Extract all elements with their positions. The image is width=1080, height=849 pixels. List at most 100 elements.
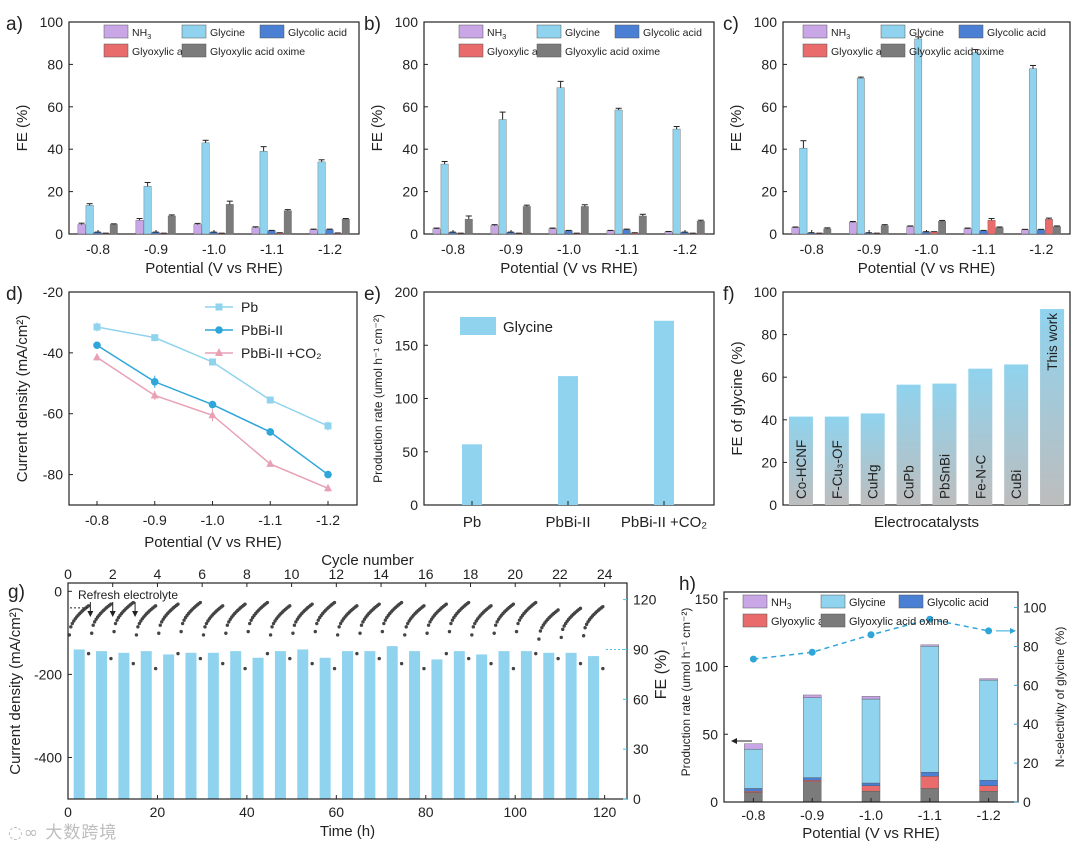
panel-f-label: f) — [723, 284, 735, 305]
x-axis-label: Time (h) — [320, 823, 375, 840]
current-point — [109, 602, 113, 606]
current-point — [115, 618, 119, 622]
current-point — [556, 608, 560, 612]
stack-glycolic — [920, 771, 939, 777]
current-point — [426, 623, 431, 627]
current-point — [493, 623, 498, 627]
x-tick-label: -0.9 — [800, 807, 824, 823]
legend-swatch-glycine — [460, 317, 496, 335]
current-point — [405, 621, 410, 626]
y-axis-label: FE (%) — [14, 105, 31, 152]
current-point — [403, 633, 407, 637]
bar-oxime — [938, 221, 946, 235]
marker-pbbico2 — [324, 483, 332, 492]
marker-pbbi — [266, 428, 275, 436]
current-point — [450, 618, 455, 622]
y2-axis-label: FE (%) — [653, 649, 670, 699]
y-tick-label: 50 — [402, 444, 418, 460]
bar-fe-glycine — [932, 383, 957, 505]
current-outlier — [466, 656, 471, 661]
stack-glycine — [861, 698, 881, 784]
bar-fe — [274, 651, 286, 799]
bar-glycine — [259, 151, 268, 235]
legend-label-nh3: NH3 — [132, 27, 151, 41]
x-tick-label: -0.8 — [741, 807, 765, 823]
current-outlier — [176, 651, 180, 656]
current-outlier — [556, 656, 560, 661]
bar-glycine — [654, 320, 674, 505]
x-tick-label: -1.1 — [918, 807, 942, 823]
bar-nh3 — [490, 225, 499, 235]
current-point — [227, 620, 231, 624]
current-point — [471, 625, 475, 629]
legend-label-glycine: Glycine — [909, 27, 944, 39]
bar-glycolic — [1037, 229, 1045, 235]
bar-fe — [319, 657, 331, 799]
stack-nh3 — [803, 694, 822, 698]
marker-pb — [266, 396, 274, 404]
x-axis-label: Potential (V vs RHE) — [802, 825, 940, 842]
current-point — [335, 633, 340, 637]
current-point — [292, 623, 297, 627]
legend-label-oxime: Glyoxylic acid oxime — [909, 46, 1004, 58]
bar-glycine — [143, 186, 152, 235]
x-tick-label: 100 — [504, 804, 528, 820]
y-axis-label: Current density (mA/cm²) — [7, 607, 24, 775]
y-tick-label: -60 — [43, 406, 63, 422]
legend-label-glycolic: Glycolic acid — [987, 27, 1046, 39]
stack-glyoxylic — [920, 776, 939, 789]
y-tick-label: -40 — [43, 345, 63, 361]
legend-label-oxime: Glyoxylic acid oxime — [849, 616, 949, 628]
current-point — [466, 600, 471, 605]
legend-swatch-glycolic — [958, 24, 984, 39]
stack-glycolic — [979, 780, 998, 786]
x-tick-label: -1.2 — [316, 512, 340, 528]
x-tick-label: -1.1 — [615, 241, 639, 257]
bar-fe-glycine — [1004, 364, 1029, 505]
y-tick-label: 20 — [47, 184, 63, 200]
bar-label: CuPb — [902, 465, 917, 499]
stack-nh3 — [861, 696, 881, 700]
top-tick-label: 2 — [109, 566, 117, 582]
bar-oxime — [638, 215, 647, 235]
current-point — [404, 625, 408, 629]
bar-fe — [163, 654, 175, 799]
x-tick-label: -0.8 — [85, 512, 109, 528]
current-point — [92, 620, 97, 624]
bar-label: CuBi — [1009, 470, 1024, 499]
x-axis-label: Potential (V vs RHE) — [145, 260, 283, 277]
current-point — [428, 620, 432, 624]
bar-glycine — [558, 376, 578, 505]
current-point — [90, 631, 94, 635]
x-tick-label: -0.9 — [499, 241, 523, 257]
bar-fe — [565, 652, 577, 799]
bar-oxime — [823, 228, 832, 235]
current-point — [581, 634, 586, 638]
legend-label-nh3: NH3 — [487, 27, 506, 41]
legend-marker-pbbi — [215, 326, 223, 334]
current-point — [70, 621, 74, 626]
selectivity-point — [749, 655, 757, 663]
bar-fe-glycine — [896, 384, 921, 505]
y2-tick-label: 20 — [1023, 755, 1039, 771]
bar-nh3 — [135, 220, 144, 235]
x-axis-label: Potential (V vs RHE) — [500, 260, 638, 277]
bar-oxime — [696, 221, 705, 235]
current-point — [137, 621, 142, 626]
legend-label-nh3: NH3 — [831, 27, 850, 41]
marker-pbbico2 — [93, 352, 101, 361]
bar-fe — [118, 652, 130, 799]
y-tick-label: -200 — [34, 666, 62, 682]
y-tick-label: 40 — [761, 141, 777, 157]
current-point — [158, 623, 162, 627]
current-outlier — [288, 656, 292, 661]
x-tick-label: -1.1 — [972, 241, 996, 257]
current-point — [444, 602, 448, 606]
chart-a: 0 20 40 60 80 100 -0.8 -0.9 -1.0 -1.1 -1.2 Potentia… — [14, 14, 360, 277]
bar-glycine — [672, 128, 681, 235]
current-point — [131, 600, 135, 605]
current-point — [310, 602, 314, 606]
legend-label-glyoxylic: Glyoxylic acid — [831, 46, 895, 58]
current-point — [338, 621, 343, 626]
y-axis-label: FE of glycine (%) — [729, 341, 746, 455]
